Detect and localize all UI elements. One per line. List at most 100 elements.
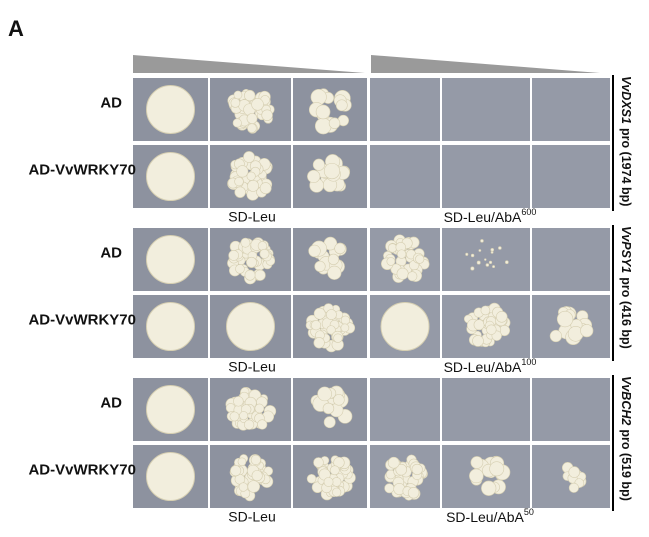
plate-cell [370,378,440,441]
colony [407,487,420,499]
colony [232,118,242,128]
colony-spot [146,235,195,284]
colony [490,251,494,254]
colony [229,411,240,422]
colony [259,248,270,259]
plate-cell [532,78,610,141]
medium-label: SD-Leu [228,209,275,225]
panel-label: A [8,16,24,41]
colony [485,263,490,267]
promoter-label: VvDXS1 pro (1974 bp) [619,76,633,206]
row-label: AD [100,244,122,261]
colony [323,162,341,180]
colony [230,98,241,108]
plate-cell [442,78,530,141]
colony [478,249,482,252]
colony [495,311,508,323]
row-label: AD-VvWRKY70 [28,311,136,328]
plate-cell [370,145,440,208]
colony [230,465,242,477]
colony [261,109,273,121]
colony [254,269,266,281]
plate-cell [370,78,440,141]
colony [333,333,343,343]
plate-cell [532,228,610,291]
colony [246,113,258,124]
colony [326,325,336,335]
row-label: AD [100,94,122,111]
colony [465,252,469,256]
colony [386,257,396,266]
colony [233,396,244,407]
colony [490,248,495,252]
colony [317,386,332,402]
colony [247,180,259,192]
colony [308,244,321,258]
colony [384,483,395,494]
aba-concentration: 100 [521,357,536,367]
row-label: AD [100,394,122,411]
colony [329,465,340,476]
promoter-label: VvPSY1 pro (416 bp) [619,226,633,349]
medium-label: SD-Leu/AbA50 [446,507,534,524]
colony [327,253,340,265]
colony [310,320,322,331]
colony [246,256,257,268]
colony [395,463,407,476]
colony [568,482,579,493]
colony [315,104,331,120]
colony [556,310,574,328]
promoter-text: pro (519 bp) [619,429,633,501]
colony [236,165,249,178]
promoter-label: VvBCH2 pro (519 bp) [619,376,633,501]
colony [306,474,317,484]
colony [335,99,348,112]
colony [331,477,342,487]
colony [340,323,350,333]
promoter-gene: VvDXS1 [619,76,633,124]
colony [470,266,475,271]
colony [247,123,257,134]
row-label: AD-VvWRKY70 [28,161,136,178]
medium-label: SD-Leu [228,509,275,525]
colony [492,265,496,269]
colony [580,324,594,338]
colony [254,403,265,414]
colony [326,309,337,320]
colony [470,253,475,258]
colony [415,254,425,264]
colony [259,182,272,195]
medium-name: SD-Leu/AbA [444,359,522,375]
colony [476,260,481,265]
colony [243,151,255,163]
promoter-gene: VvBCH2 [619,376,633,425]
colony [246,171,256,181]
colony [314,117,332,135]
colony [233,90,243,100]
colony [334,242,346,255]
dilution-triangle [133,55,365,73]
colony [313,307,326,320]
colony [250,454,261,466]
colony [488,260,493,264]
colony [251,470,263,482]
aba-concentration: 50 [524,507,534,517]
colony [234,186,246,198]
colony-spot [146,452,195,501]
colony-spot [380,302,430,351]
colony [323,477,334,487]
colony [484,258,487,261]
colony [228,250,239,261]
colony [549,329,562,343]
medium-label: SD-Leu [228,359,275,375]
colony-spot [146,85,195,134]
colony [387,456,400,469]
promoter-gene: VvPSY1 [619,226,633,273]
colony [473,319,485,331]
colony [322,402,335,415]
colony [251,98,264,111]
promoter-text: pro (416 bp) [619,277,633,349]
colony [239,411,249,421]
plate-cell [442,378,530,441]
